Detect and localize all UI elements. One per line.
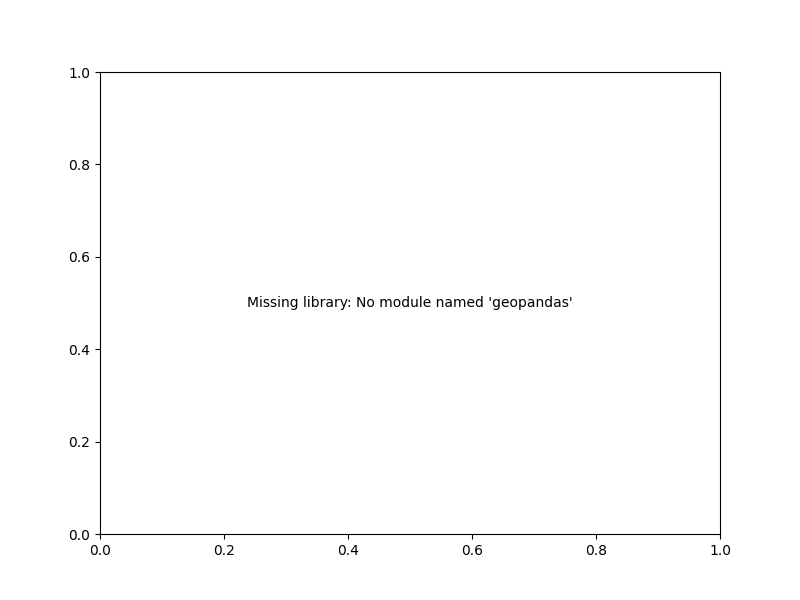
Text: Missing library: No module named 'geopandas': Missing library: No module named 'geopan… (247, 296, 573, 310)
